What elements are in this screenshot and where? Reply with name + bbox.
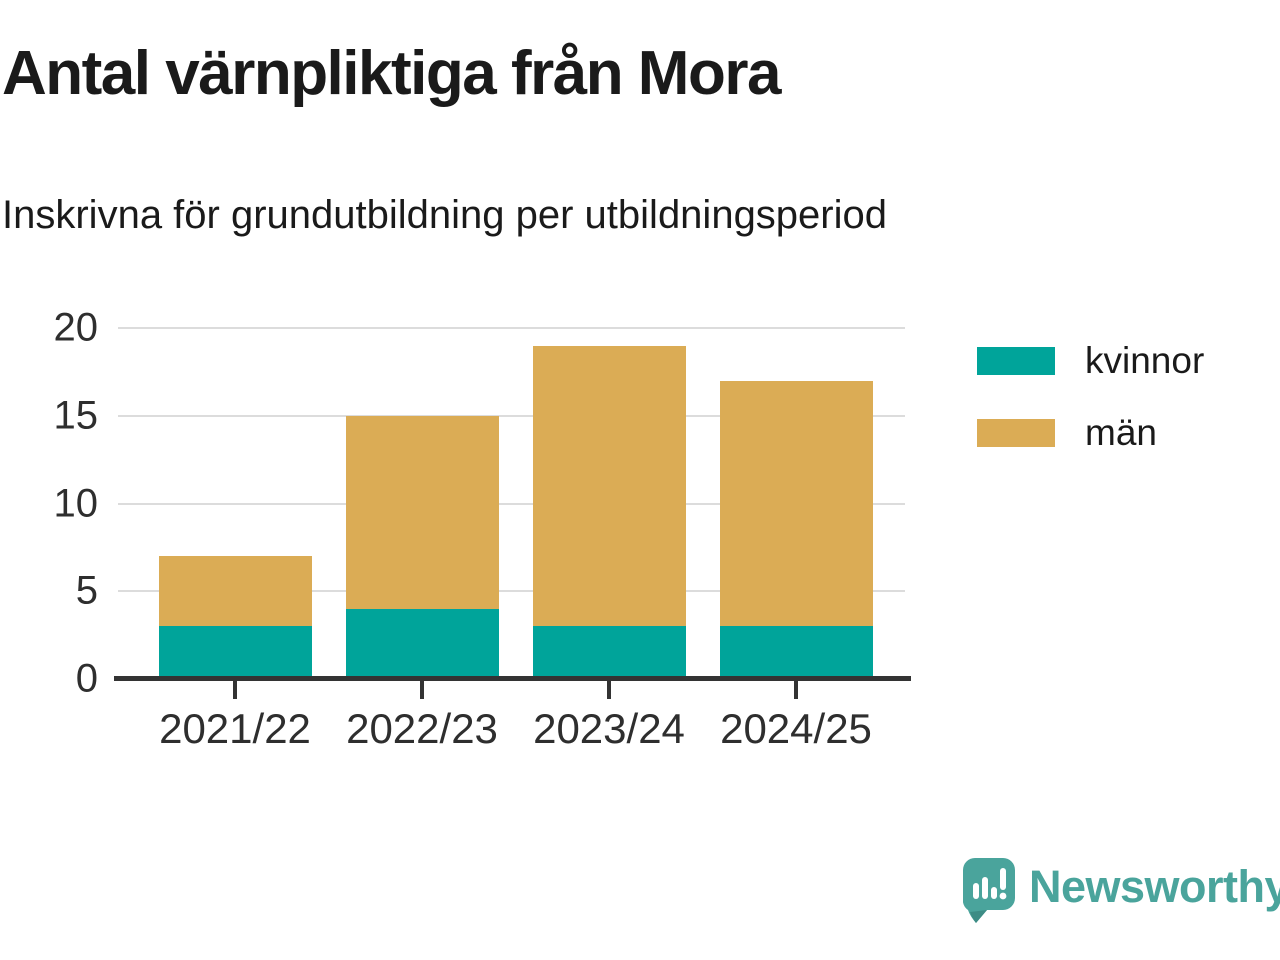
gridline-y-20 [118, 327, 905, 329]
chart-subtitle: Inskrivna för grundutbildning per utbild… [2, 193, 887, 237]
legend-label-män: män [1085, 412, 1157, 453]
x-axis-line [114, 676, 911, 681]
x-tick-2021/22 [233, 681, 237, 699]
legend-swatch-män [977, 419, 1055, 447]
legend-item-kvinnor: kvinnor [977, 340, 1204, 382]
y-tick-label-0: 0 [75, 656, 98, 701]
y-tick-label-15: 15 [53, 393, 99, 438]
bar-2024/25-kvinnor [719, 626, 873, 679]
bar-2023/24-kvinnor [532, 626, 686, 679]
newsworthy-speech-bubble-chart-icon [963, 858, 1015, 923]
x-tick-label-2021/22: 2021/22 [159, 705, 311, 752]
x-tick-2024/25 [794, 681, 798, 699]
chart-title: Antal värnpliktiga från Mora [2, 39, 781, 108]
bar-2022/23-kvinnor [345, 608, 499, 679]
x-tick-label-2022/23: 2022/23 [346, 705, 498, 752]
bar-2021/22-män [158, 556, 312, 627]
gridline-y-10 [118, 502, 905, 505]
legend: kvinnor män [977, 340, 1204, 484]
x-tick-2023/24 [607, 681, 611, 699]
bar-2021/22-kvinnor [158, 626, 312, 679]
x-tick-2022/23 [420, 681, 424, 699]
x-tick-label-2024/25: 2024/25 [720, 705, 872, 752]
gridline-y-15 [118, 414, 905, 417]
brand-logo: Newsworthy [963, 858, 1280, 924]
y-tick-label-20: 20 [53, 305, 99, 350]
legend-item-män: män [977, 412, 1204, 454]
legend-swatch-kvinnor [977, 347, 1055, 375]
gridline-y-5 [118, 590, 905, 593]
legend-label-kvinnor: kvinnor [1085, 340, 1205, 381]
x-tick-label-2023/24: 2023/24 [533, 705, 685, 752]
bar-2023/24-män [532, 345, 686, 627]
bar-2024/25-män [719, 380, 873, 627]
y-tick-label-5: 5 [75, 568, 98, 613]
brand-name: Newsworthy [1029, 860, 1280, 912]
bar-2022/23-män [345, 415, 499, 609]
y-tick-label-10: 10 [53, 481, 99, 525]
